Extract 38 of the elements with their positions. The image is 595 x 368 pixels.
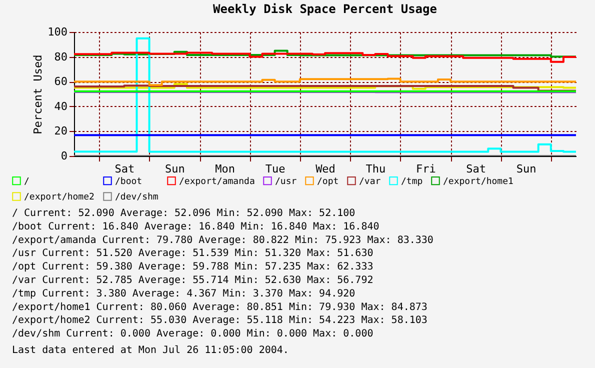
y-tick-label: 60 xyxy=(54,75,68,88)
x-tick-label: Sat xyxy=(114,162,135,176)
text: /opt Current: 59.380 Average: 59.788 Min: 57.235 Max: 62.333 xyxy=(12,262,374,273)
text: /export/home1 Current: 80.060 Average: 80.851 Min: 79.930 Max: 84.873 xyxy=(12,302,428,313)
x-tick-label: Sat xyxy=(466,162,486,176)
y-tick-label: 80 xyxy=(54,50,68,64)
y-tick-label: 0 xyxy=(60,150,68,162)
legend-label: /usr xyxy=(275,176,298,187)
x-tick-label: Fri xyxy=(416,162,436,176)
legend-label: / xyxy=(24,176,30,187)
legend-label: /dev/shm xyxy=(115,192,158,202)
chart-title: Weekly Disk Space Percent Usage xyxy=(213,2,437,16)
x-tick-label: Thu xyxy=(366,162,386,176)
x-tick-label: Wed xyxy=(316,162,336,176)
legend-label: /boot xyxy=(115,176,142,187)
x-tick-label: Tue xyxy=(265,162,286,176)
legend-label: /var xyxy=(359,176,382,187)
text: /dev/shm Current: 0.000 Average: 0.000 Min: 0.000 Max: 0.000 xyxy=(12,328,374,340)
legend-label: /tmp xyxy=(401,176,423,187)
text: /export/home2 Current: 55.030 Average: 55.118 Min: 54.223 Max: 58.103 xyxy=(12,315,428,326)
legend-label: /opt xyxy=(317,176,339,187)
legend-label: /export/home2 xyxy=(24,192,94,202)
legend-label: /export/home1 xyxy=(443,176,514,187)
y-tick-label: 20 xyxy=(54,124,68,138)
y-axis-title: Percent Used xyxy=(32,54,45,134)
legend-label: /export/amanda xyxy=(179,176,255,187)
x-tick-label: Sun xyxy=(516,162,536,176)
text: /usr Current: 51.520 Average: 51.539 Min: 51.320 Max: 51.630 xyxy=(12,248,374,260)
text: / Current: 52.090 Average: 52.096 Min: 52.090 Max: 52.100 xyxy=(12,208,356,219)
text: /var Current: 52.785 Average: 55.714 Min: 52.630 Max: 56.792 xyxy=(12,275,374,286)
x-tick-label: Mon xyxy=(215,162,236,176)
x-tick-label: Sun xyxy=(164,162,185,176)
y-tick-label: 40 xyxy=(54,100,68,113)
y-tick-label: 100 xyxy=(48,26,68,38)
text: /tmp Current: 3.380 Average: 4.367 Min: 3.370 Max: 94.920 xyxy=(12,288,356,300)
text: /export/amanda Current: 79.780 Average: 80.822 Min: 75.923 Max: 83.330 xyxy=(12,234,434,246)
text: Last data entered at Mon Jul 26 11:05:00 2004. xyxy=(12,345,289,356)
text: /boot Current: 16.840 Average: 16.840 Min: 16.840 Max: 16.840 xyxy=(12,221,380,232)
